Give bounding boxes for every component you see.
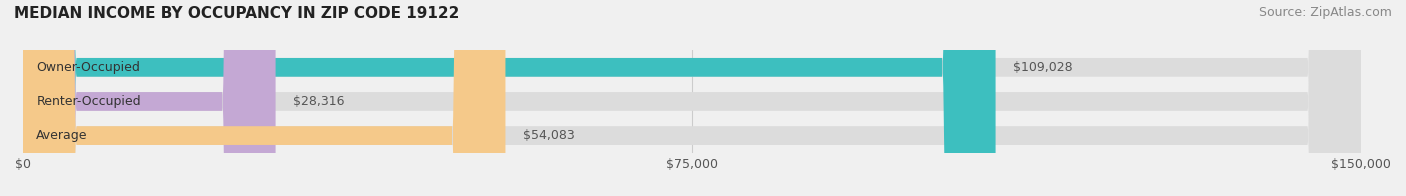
- FancyBboxPatch shape: [22, 0, 1361, 196]
- Text: $28,316: $28,316: [294, 95, 344, 108]
- FancyBboxPatch shape: [22, 0, 1361, 196]
- Text: Renter-Occupied: Renter-Occupied: [37, 95, 141, 108]
- FancyBboxPatch shape: [22, 0, 995, 196]
- Text: MEDIAN INCOME BY OCCUPANCY IN ZIP CODE 19122: MEDIAN INCOME BY OCCUPANCY IN ZIP CODE 1…: [14, 6, 460, 21]
- Text: $54,083: $54,083: [523, 129, 575, 142]
- Text: $109,028: $109,028: [1014, 61, 1073, 74]
- Text: Owner-Occupied: Owner-Occupied: [37, 61, 141, 74]
- FancyBboxPatch shape: [22, 0, 505, 196]
- Text: Average: Average: [37, 129, 89, 142]
- Text: Source: ZipAtlas.com: Source: ZipAtlas.com: [1258, 6, 1392, 19]
- FancyBboxPatch shape: [22, 0, 276, 196]
- FancyBboxPatch shape: [22, 0, 1361, 196]
